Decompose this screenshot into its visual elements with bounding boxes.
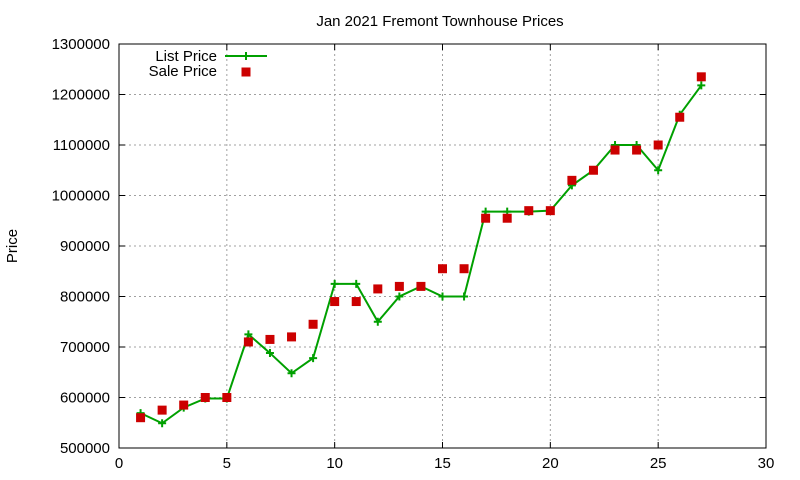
sale-price-point <box>394 281 404 291</box>
sale-price-point <box>438 264 447 274</box>
sale-price-point <box>351 297 361 307</box>
sale-price-point <box>200 393 210 402</box>
list-price-point <box>309 354 318 363</box>
list-price-point <box>265 349 274 358</box>
y-tick-label: 500000 <box>60 440 110 457</box>
list-price-point <box>244 330 253 339</box>
list-price-point <box>330 279 339 288</box>
list-price-line <box>140 84 703 425</box>
sale-price-point <box>696 72 706 82</box>
sale-price-point <box>373 284 383 294</box>
y-axis-label: Price <box>4 229 21 263</box>
y-tick-label: 1100000 <box>53 137 110 154</box>
sale-price-point <box>588 165 598 175</box>
legend-sale-price-marker <box>241 67 251 77</box>
sale-price-point <box>222 393 232 402</box>
list-price-point <box>287 369 296 378</box>
grid <box>119 44 766 448</box>
sale-price-point <box>136 413 146 423</box>
sale-price-point <box>265 334 275 344</box>
sale-price-point <box>416 281 426 291</box>
legend-list-price-label: List Price <box>155 48 217 65</box>
x-tick-label: 5 <box>223 455 231 472</box>
x-tick-label: 10 <box>326 455 343 472</box>
sale-price-point <box>243 337 253 347</box>
sale-price-point <box>330 297 340 307</box>
y-tick-label: 1200000 <box>52 87 110 104</box>
sale-price-point <box>481 213 491 223</box>
y-tick-label: 700000 <box>60 339 110 356</box>
sale-price-point <box>524 206 534 216</box>
sale-price-point <box>675 112 685 122</box>
y-tick-label: 600000 <box>60 390 110 407</box>
x-tick-label: 0 <box>115 455 123 472</box>
series-list-price <box>136 81 706 428</box>
list-price-point <box>352 279 361 288</box>
list-price-point <box>158 419 167 428</box>
y-tick-label: 800000 <box>60 289 110 306</box>
x-tick-label: 20 <box>542 455 559 472</box>
list-price-point <box>654 166 663 175</box>
axis-ticks: 0 5 10 15 20 25 30 500000 600000 700000 800000 9000… <box>52 36 775 472</box>
chart-title: Jan 2021 Fremont Townhouse Prices <box>316 13 563 30</box>
sale-price-point <box>632 145 642 155</box>
sale-price-point <box>502 213 512 223</box>
sale-price-point <box>567 175 577 185</box>
series-layer <box>136 72 706 428</box>
series-sale-price <box>136 72 706 423</box>
list-price-point <box>460 292 469 301</box>
sale-price-point <box>545 206 555 216</box>
sale-price-point <box>308 319 318 329</box>
list-price-point <box>373 317 382 326</box>
y-tick-label: 1300000 <box>52 36 110 53</box>
sale-price-point <box>287 332 297 342</box>
sale-price-point <box>157 405 167 415</box>
legend-sale-price-label: Sale Price <box>149 63 217 80</box>
sale-price-point <box>459 264 469 274</box>
legend-list-price-marker <box>242 52 250 60</box>
y-tick-label: 1000000 <box>52 188 110 205</box>
plot-frame <box>118 43 767 449</box>
y-tick-label: 900000 <box>60 238 110 255</box>
list-price-point <box>697 81 706 90</box>
sale-price-point <box>179 400 189 410</box>
sale-price-point <box>653 140 663 150</box>
list-price-point <box>438 292 447 301</box>
sale-price-point <box>610 145 620 155</box>
list-price-point <box>395 292 404 301</box>
x-tick-label: 25 <box>650 455 667 472</box>
x-tick-label: 15 <box>434 455 451 472</box>
x-tick-label: 30 <box>758 455 775 472</box>
